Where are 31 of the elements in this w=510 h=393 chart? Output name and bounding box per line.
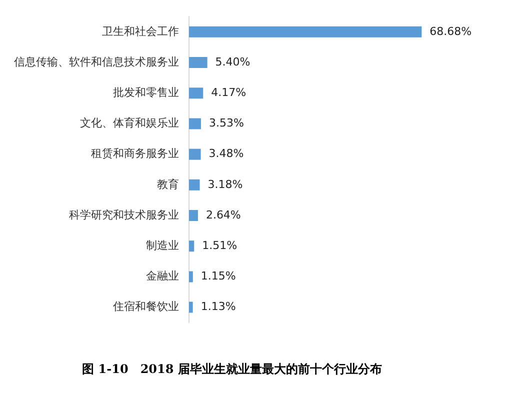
data-label: 1.15%: [200, 270, 236, 283]
data-label: 3.53%: [208, 116, 244, 130]
bar: [189, 302, 193, 313]
bar: [189, 240, 194, 252]
data-label: 68.68%: [430, 24, 472, 38]
data-label: 1.13%: [200, 300, 236, 314]
data-label: 3.18%: [208, 178, 243, 191]
y-tick-label: 文化、体育和娱乐业: [80, 116, 179, 130]
data-label: 4.17%: [211, 86, 246, 99]
bar: [189, 148, 201, 160]
data-label: 2.64%: [206, 208, 241, 222]
data-label: 3.48%: [208, 147, 244, 160]
y-tick-label: 租赁和商务服务业: [91, 147, 179, 160]
y-tick-label: 住宿和餐饮业: [113, 300, 179, 314]
bar: [189, 56, 208, 68]
y-tick-label: 金融业: [146, 270, 179, 283]
bar: [189, 271, 193, 282]
bar: [189, 26, 422, 38]
bar: [189, 88, 204, 99]
bar: [189, 179, 200, 190]
y-tick-label: 科学研究和技术服务业: [69, 208, 179, 222]
bar: [189, 210, 198, 222]
y-tick-label: 批发和零售业: [113, 86, 179, 99]
y-tick-label: 教育: [157, 178, 179, 191]
y-tick-label: 制造业: [146, 238, 179, 252]
y-tick-label: 信息传输、软件和信息技术服务业: [14, 55, 179, 68]
y-tick-label: 卫生和社会工作: [102, 24, 179, 38]
data-label: 1.51%: [202, 238, 238, 252]
text: 图 1-10 2018 届毕业生就业量最大的前十个行业分布: [82, 362, 382, 376]
data-label: 5.40%: [215, 55, 250, 68]
bar: [189, 118, 201, 130]
